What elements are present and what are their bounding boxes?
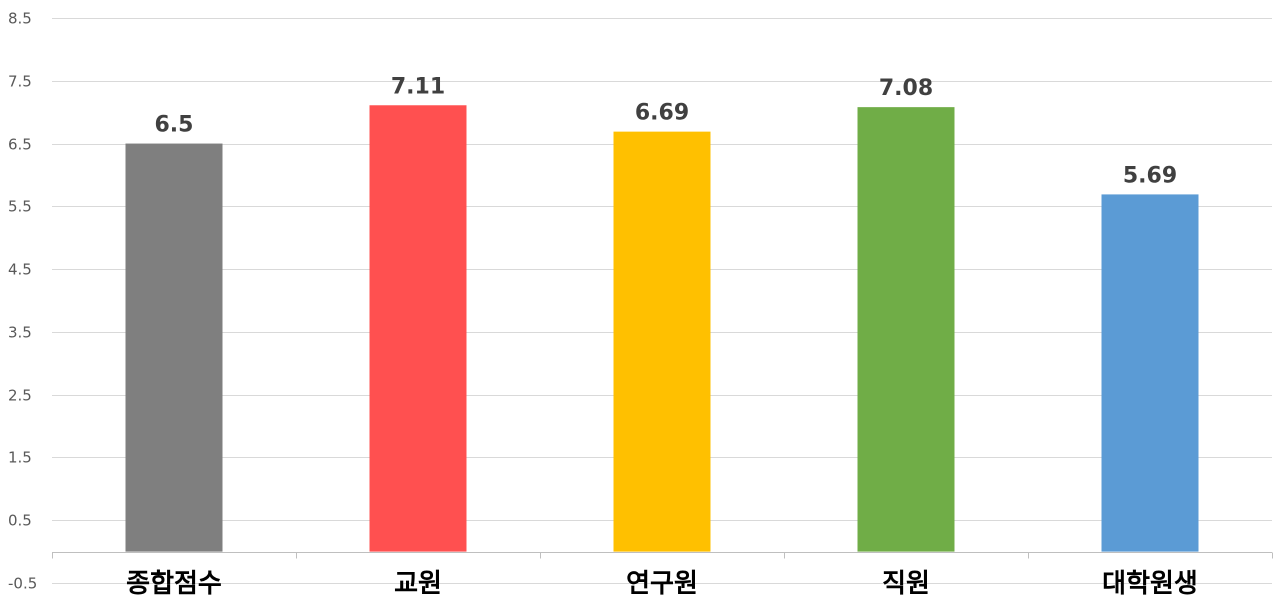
category-label: 직원 <box>882 569 930 599</box>
y-tick-label: 7.5 <box>8 73 32 91</box>
y-tick-label: 6.5 <box>8 136 32 154</box>
bar <box>613 131 711 552</box>
bar <box>369 105 467 552</box>
bars <box>125 105 1199 552</box>
bar <box>125 143 223 552</box>
bar <box>857 107 955 552</box>
bar <box>1101 194 1199 552</box>
y-tick-label: 0.5 <box>8 512 32 530</box>
y-axis-tick-labels: -0.5 0.5 1.5 2.5 3.5 4.5 5.5 6.5 7.5 8.5 <box>8 10 37 593</box>
y-tick-label: 3.5 <box>8 324 32 342</box>
data-labels: 6.5 7.11 6.69 7.08 5.69 <box>155 74 1178 188</box>
category-labels: 종합점수 교원 연구원 직원 대학원생 <box>126 569 1198 599</box>
y-tick-label: 2.5 <box>8 387 32 405</box>
category-label: 교원 <box>394 569 442 599</box>
category-label: 대학원생 <box>1102 569 1198 599</box>
y-tick-label: 8.5 <box>8 10 32 28</box>
data-label: 6.69 <box>635 101 689 126</box>
data-label: 7.08 <box>879 76 933 101</box>
category-label: 연구원 <box>626 569 698 599</box>
y-tick-label: 1.5 <box>8 449 32 467</box>
category-label: 종합점수 <box>126 569 222 599</box>
x-axis <box>52 552 1273 559</box>
data-label: 7.11 <box>391 74 445 99</box>
data-label: 6.5 <box>155 113 194 138</box>
y-tick-label: 4.5 <box>8 261 32 279</box>
y-tick-label: 5.5 <box>8 198 32 216</box>
y-tick-label: -0.5 <box>8 575 37 593</box>
data-label: 5.69 <box>1123 163 1177 188</box>
